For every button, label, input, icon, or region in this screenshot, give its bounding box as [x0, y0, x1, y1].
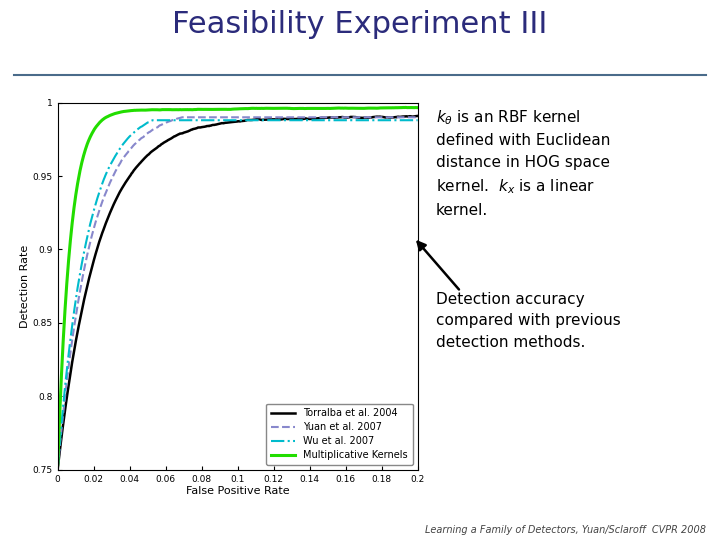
Yuan et al. 2007: [325, 114, 333, 120]
Torralba et al. 2004: [117, 186, 126, 192]
Torralba et al. 2004: [53, 465, 62, 471]
Text: Learning a Family of Detectors, Yuan/Sclaroff  CVPR 2008: Learning a Family of Detectors, Yuan/Scl…: [425, 524, 706, 535]
Y-axis label: Detection Rate: Detection Rate: [20, 245, 30, 328]
X-axis label: False Positive Rate: False Positive Rate: [186, 487, 289, 496]
Multiplicative Kernels: [53, 462, 62, 468]
Line: Yuan et al. 2007: Yuan et al. 2007: [58, 117, 418, 468]
Yuan et al. 2007: [146, 129, 155, 135]
Multiplicative Kernels: [294, 105, 302, 112]
Multiplicative Kernels: [413, 104, 422, 111]
Torralba et al. 2004: [266, 116, 274, 123]
Multiplicative Kernels: [117, 109, 126, 115]
Wu et al. 2007: [53, 464, 62, 470]
Multiplicative Kernels: [216, 106, 225, 113]
Wu et al. 2007: [117, 143, 126, 150]
Multiplicative Kernels: [266, 105, 274, 112]
Torralba et al. 2004: [294, 116, 302, 122]
Wu et al. 2007: [325, 117, 333, 124]
Yuan et al. 2007: [217, 114, 225, 120]
Yuan et al. 2007: [413, 114, 422, 120]
Wu et al. 2007: [148, 117, 157, 124]
Yuan et al. 2007: [117, 158, 126, 164]
Yuan et al. 2007: [53, 464, 62, 471]
Yuan et al. 2007: [178, 114, 186, 120]
Multiplicative Kernels: [325, 105, 333, 112]
Torralba et al. 2004: [146, 150, 155, 156]
Torralba et al. 2004: [413, 113, 422, 119]
Text: $k_{\theta}$ is an RBF kernel
defined with Euclidean
distance in HOG space
kerne: $k_{\theta}$ is an RBF kernel defined wi…: [436, 108, 610, 218]
Torralba et al. 2004: [325, 114, 333, 121]
Yuan et al. 2007: [266, 114, 275, 120]
Wu et al. 2007: [217, 117, 225, 124]
Line: Torralba et al. 2004: Torralba et al. 2004: [58, 116, 418, 468]
Wu et al. 2007: [266, 117, 275, 124]
Legend: Torralba et al. 2004, Yuan et al. 2007, Wu et al. 2007, Multiplicative Kernels: Torralba et al. 2004, Yuan et al. 2007, …: [266, 403, 413, 465]
Line: Wu et al. 2007: Wu et al. 2007: [58, 120, 418, 467]
Multiplicative Kernels: [400, 104, 409, 111]
Yuan et al. 2007: [294, 114, 303, 120]
Multiplicative Kernels: [146, 106, 155, 113]
Torralba et al. 2004: [216, 120, 225, 127]
Wu et al. 2007: [294, 117, 303, 124]
Wu et al. 2007: [413, 117, 422, 124]
Text: Detection accuracy
compared with previous
detection methods.: Detection accuracy compared with previou…: [436, 292, 621, 350]
Text: Feasibility Experiment III: Feasibility Experiment III: [172, 10, 548, 39]
Line: Multiplicative Kernels: Multiplicative Kernels: [58, 107, 418, 465]
Wu et al. 2007: [146, 118, 155, 125]
